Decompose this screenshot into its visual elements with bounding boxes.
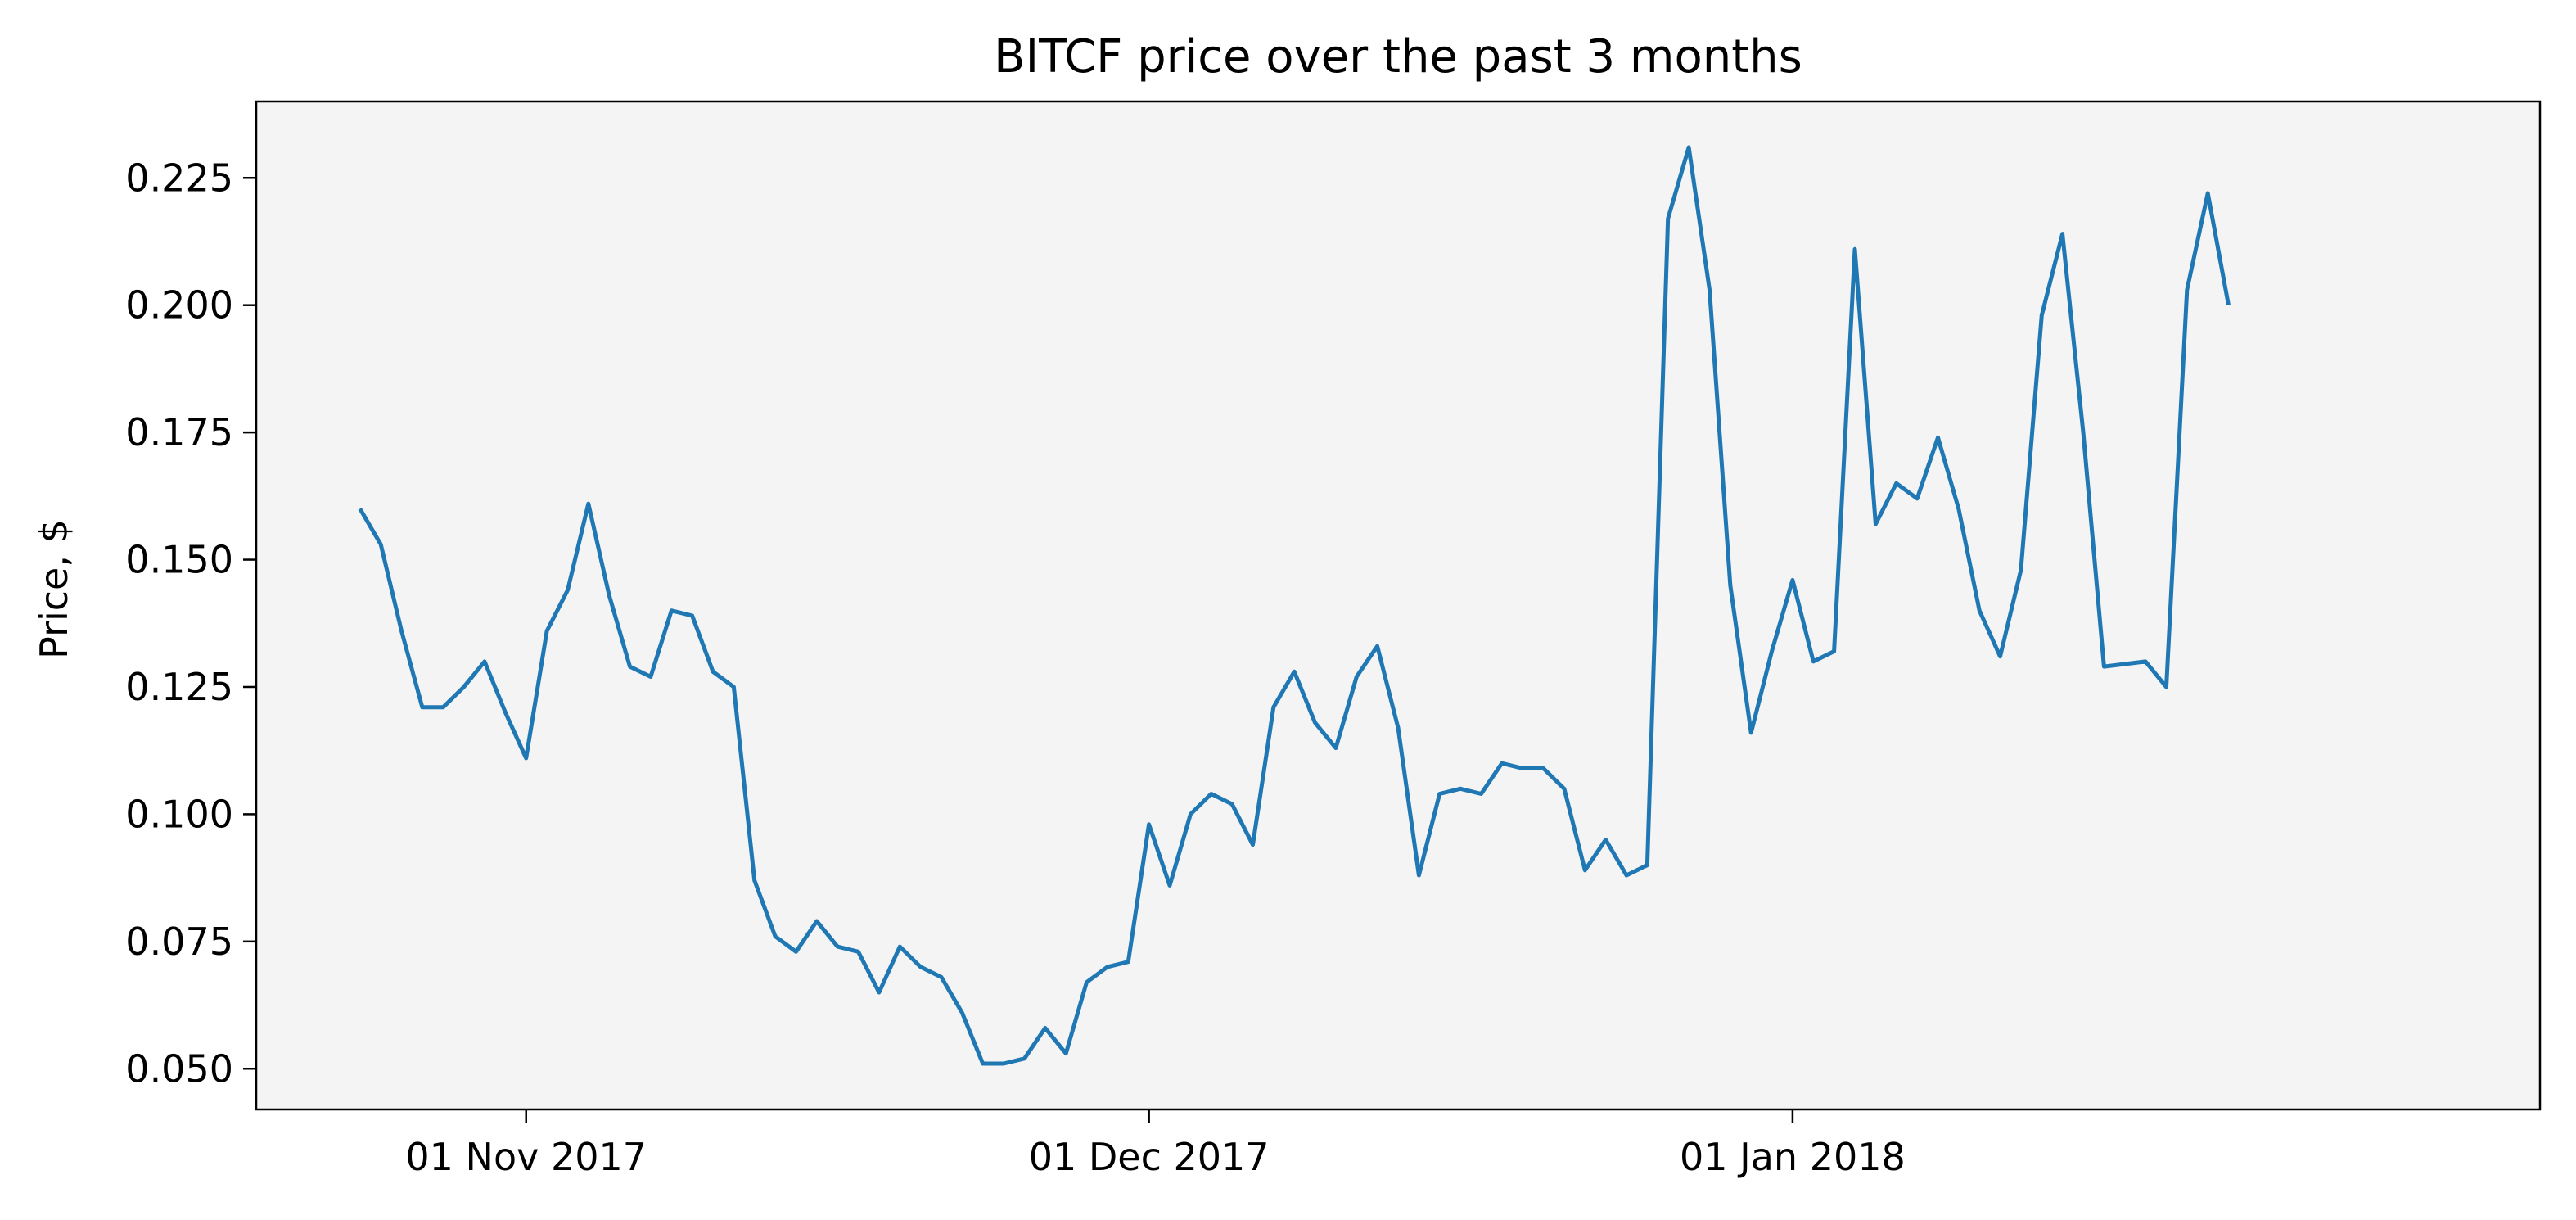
x-tick-label: 01 Nov 2017: [405, 1135, 647, 1179]
x-axis: 01 Nov 2017 01 Dec 2017 01 Jan 2018: [405, 1109, 1906, 1179]
y-tick-label: 0.100: [125, 792, 233, 836]
y-tick-label: 0.175: [125, 410, 233, 454]
series-layer: [358, 145, 2231, 1066]
y-tick-label: 0.050: [125, 1046, 233, 1091]
x-tick-label: 01 Jan 2018: [1680, 1135, 1906, 1179]
y-axis-label: Price, $: [32, 519, 76, 659]
y-tick-label: 0.150: [125, 538, 233, 582]
y-axis: 0.050 0.075 0.100 0.125 0.150 0.175 0.200 0.225: [125, 156, 256, 1091]
plot-frame: [255, 100, 2542, 1111]
y-tick-label: 0.125: [125, 665, 233, 709]
y-tick-label: 0.075: [125, 920, 233, 964]
chart-title: BITCF price over the past 3 months: [994, 30, 1802, 84]
x-tick-label: 01 Dec 2017: [1029, 1135, 1270, 1179]
y-tick-label: 0.200: [125, 283, 233, 328]
plot-area: [256, 102, 2540, 1109]
y-tick-label: 0.225: [125, 156, 233, 200]
series-line-0: [358, 145, 2231, 1066]
